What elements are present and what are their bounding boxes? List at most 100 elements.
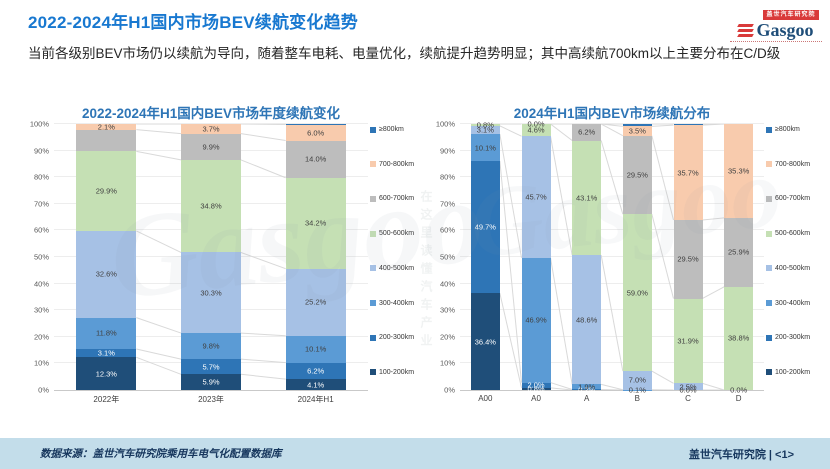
x-category-label: 2022年 <box>93 395 120 404</box>
subtitle: 当前各级别BEV市场仍以续航为导向，随着整车电耗、电量优化，续航提升趋势明显；其… <box>28 46 781 61</box>
x-axis: A00 A0 A B C D <box>460 390 764 406</box>
y-axis: 0% 10% 20% 30% 40% 50% 60% 70% 80% 90% 100% <box>432 120 460 395</box>
legend-item: 700-800km <box>766 161 828 168</box>
bar-segment <box>285 124 346 125</box>
connector-line <box>651 370 674 384</box>
y-tick-label: 50% <box>439 252 455 262</box>
legend-label: 700-800km <box>379 160 415 168</box>
bar-label: 31.9% <box>677 336 699 346</box>
connector-line <box>601 383 623 390</box>
bar-segment <box>521 136 551 258</box>
legend-label: 300-400km <box>379 299 415 307</box>
chart-title: 2024年H1国内BEV市场续航分布 <box>513 106 711 121</box>
legend-swatch <box>766 265 772 272</box>
legend-item: 300-400km <box>370 300 432 307</box>
bar-label: 0.2% <box>578 385 596 395</box>
chart-annual-range-trend: 2022-2024年H1国内BEV市场年度续航变化 0% 10% 20% 30% 40% 5… <box>26 98 432 412</box>
bar-segment <box>673 124 703 126</box>
bar-segment <box>470 134 500 161</box>
bar-segment <box>622 214 652 372</box>
y-tick-label: 30% <box>439 305 455 315</box>
legend-swatch <box>370 265 376 272</box>
logo-divider <box>730 41 822 42</box>
y-tick-label: 10% <box>439 358 455 368</box>
x-category-label: B <box>634 394 640 403</box>
connector-line <box>136 348 182 360</box>
bar-label: 3.1% <box>476 125 494 135</box>
gasgoo-logo: 盖世汽车研究院 Gasgoo <box>730 4 822 42</box>
connector-line <box>550 387 573 390</box>
legend-label: 600-700km <box>775 195 811 203</box>
legend-item: 400-500km <box>766 265 828 272</box>
bar-label: 49.7% <box>474 222 496 232</box>
bar-label: 12.3% <box>95 369 117 379</box>
connector-line <box>550 257 573 385</box>
bar-label: 25.2% <box>305 297 327 307</box>
bar-segment <box>181 252 241 334</box>
bar-label: 0.1% <box>628 385 646 395</box>
connector-line <box>651 135 674 221</box>
connector-line <box>550 124 573 141</box>
bar-segment <box>572 140 602 256</box>
x-category-label: 2024年H1 <box>297 395 334 404</box>
legend: ≥800km 700-800km 600-700km 500-600km 400-500… <box>368 124 432 390</box>
legend-item: ≥800km <box>370 126 432 133</box>
y-tick-label: 50% <box>33 252 49 262</box>
x-category-label: A0 <box>531 394 541 403</box>
bar-label: 14.0% <box>305 154 327 164</box>
gridline <box>54 123 368 124</box>
y-tick-label: 70% <box>33 199 49 209</box>
bar-segment <box>181 359 241 375</box>
bar-segment <box>673 220 703 299</box>
bar-label: 10.1% <box>474 143 496 153</box>
bar-label: 32.6% <box>95 269 117 279</box>
bar-label: 48.6% <box>576 315 598 325</box>
y-tick-label: 0% <box>444 385 455 395</box>
connector-line <box>651 214 674 299</box>
legend-label: 700-800km <box>775 160 811 168</box>
bar-segment <box>572 255 602 385</box>
legend-swatch <box>766 369 772 376</box>
legend-swatch <box>370 161 376 168</box>
legend-label: 500-600km <box>379 230 415 238</box>
bar-label: 7.0% <box>628 375 646 385</box>
bar-segment <box>470 161 500 294</box>
legend-swatch <box>370 369 376 376</box>
bar-segment <box>521 257 551 383</box>
y-tick-label: 30% <box>33 305 49 315</box>
bar-label: 6.2% <box>307 366 325 376</box>
y-tick-label: 80% <box>33 172 49 182</box>
gridline <box>460 335 764 337</box>
bar-segment <box>76 124 137 130</box>
legend-swatch <box>370 230 376 237</box>
connector-line <box>136 129 182 135</box>
bar-segment <box>521 382 551 388</box>
bar-label: 2.1% <box>97 122 115 132</box>
y-tick-label: 90% <box>439 146 455 156</box>
chart-body: 0% 10% 20% 30% 40% 50% 60% 70% 80% 90% 100% 12.3% 5.… <box>26 120 432 395</box>
footer: 数据来源：盖世汽车研究院乘用车电气化配置数据库 盖世汽车研究院 | <1> <box>0 438 830 469</box>
bar-segment <box>76 357 137 390</box>
bar-label: 2.0% <box>527 380 545 390</box>
legend-swatch <box>370 334 376 341</box>
connector-line <box>240 373 286 380</box>
bar-label: 11.8% <box>95 328 117 338</box>
gridline <box>460 362 764 364</box>
bar-segment <box>76 151 137 231</box>
y-tick-label: 80% <box>439 172 455 182</box>
bar-segment <box>673 125 703 221</box>
connector-line <box>550 382 573 390</box>
y-tick-label: 60% <box>33 225 49 235</box>
bar-segment <box>724 217 754 287</box>
chart-body: 0% 10% 20% 30% 40% 50% 60% 70% 80% 90% 100% 36.4% 0.… <box>432 120 828 395</box>
connector-line <box>499 160 522 383</box>
connector-line <box>600 140 624 215</box>
legend-swatch <box>370 195 376 202</box>
connector-line <box>702 217 725 221</box>
gridline <box>460 256 764 257</box>
bar-label: 46.9% <box>525 315 547 325</box>
gridline <box>460 282 764 284</box>
legend: ≥800km 700-800km 600-700km 500-600km 400-500… <box>764 124 828 390</box>
bar-label: 38.8% <box>728 333 750 343</box>
x-category-label: 2023年 <box>198 395 224 404</box>
